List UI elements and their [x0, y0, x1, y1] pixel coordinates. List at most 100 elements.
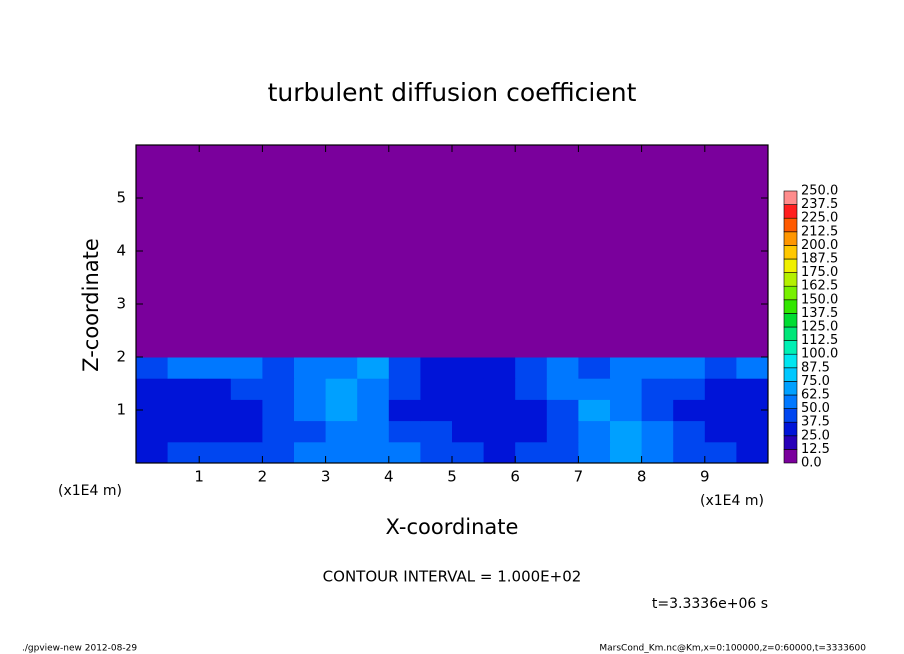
heatmap-cell: [578, 378, 611, 400]
heatmap-cell: [388, 420, 421, 443]
x-tick-label: 1: [194, 468, 204, 486]
heatmap-cell: [420, 357, 453, 379]
x-tick-label: 3: [321, 468, 331, 486]
colorbar-label: 175.0: [801, 265, 838, 280]
colorbar-label: 237.5: [801, 197, 838, 212]
heatmap-cell: [546, 378, 579, 400]
y-unit-label: (x1E4 m): [58, 483, 122, 499]
x-tick-label: 9: [700, 468, 710, 486]
colorbar-label: 75.0: [801, 374, 830, 389]
x-tick-label: 5: [447, 468, 457, 486]
colorbar-box: [783, 245, 798, 260]
heatmap-cell: [262, 357, 295, 379]
x-tick-label: 4: [384, 468, 394, 486]
heatmap-cell: [357, 399, 390, 422]
x-tick-label: 2: [258, 468, 268, 486]
heatmap-cell: [546, 357, 579, 379]
heatmap-cell: [230, 420, 263, 443]
y-tick-label: 4: [116, 242, 126, 260]
x-axis-label: X-coordinate: [386, 515, 519, 539]
heatmap-cell: [167, 441, 200, 464]
colorbar-box: [783, 272, 798, 287]
heatmap-cell: [610, 420, 643, 443]
heatmap-cell: [736, 420, 769, 443]
heatmap-cell: [641, 420, 674, 443]
footer-left: ./gpview-new 2012-08-29: [22, 644, 137, 654]
heatmap-cell: [357, 357, 390, 379]
heatmap-cell: [546, 420, 579, 443]
heatmap-cell: [357, 378, 390, 400]
heatmap-cell: [673, 420, 706, 443]
heatmap-cell: [294, 357, 327, 379]
heatmap-cell: [578, 420, 611, 443]
heatmap-cell: [515, 357, 548, 379]
heatmap-cell: [704, 399, 737, 422]
heatmap-cell: [546, 441, 579, 464]
heatmap-cell: [325, 378, 358, 400]
heatmap-cell: [483, 441, 516, 464]
heatmap-cell: [452, 357, 485, 379]
heatmap-cell: [641, 378, 674, 400]
heatmap-cell: [357, 145, 390, 358]
colorbar-label: 200.0: [801, 238, 838, 253]
heatmap-cell: [515, 441, 548, 464]
colorbar-label: 137.5: [801, 306, 838, 321]
heatmap-cell: [673, 145, 706, 358]
heatmap-cell: [167, 145, 200, 358]
heatmap-cell: [610, 399, 643, 422]
heatmap-cell: [578, 399, 611, 422]
heatmap-cell: [199, 399, 232, 422]
colorbar-label: 162.5: [801, 279, 838, 294]
colorbar-box: [783, 204, 798, 219]
colorbar-box: [783, 258, 798, 273]
colorbar-box: [783, 421, 798, 437]
colorbar-box: [783, 449, 798, 464]
colorbar-label: 25.0: [801, 428, 830, 443]
colorbar-label: 212.5: [801, 224, 838, 239]
heatmap-cell: [452, 441, 485, 464]
heatmap-cell: [420, 441, 453, 464]
heatmap-cell: [136, 420, 169, 443]
heatmap-cell: [704, 378, 737, 400]
heatmap-cell: [388, 441, 421, 464]
heatmap-cell: [357, 441, 390, 464]
colorbar-label: 250.0: [801, 184, 838, 199]
heatmap-cell: [294, 378, 327, 400]
time-label: t=3.3336e+06 s: [652, 596, 768, 612]
heatmap-cell: [230, 357, 263, 379]
heatmap-cell: [673, 357, 706, 379]
heatmap-cell: [610, 441, 643, 464]
colorbar-label: 50.0: [801, 401, 830, 416]
heatmap-cell: [641, 145, 674, 358]
heatmap-cell: [136, 378, 169, 400]
heatmap-cell: [515, 399, 548, 422]
heatmap-cell: [515, 378, 548, 400]
colorbar-label: 125.0: [801, 320, 838, 335]
heatmap-cell: [673, 441, 706, 464]
heatmap-cell: [420, 420, 453, 443]
colorbar-box: [783, 381, 798, 396]
colorbar-label: 112.5: [801, 333, 838, 348]
heatmap-cell: [230, 145, 263, 358]
heatmap-cell: [388, 399, 421, 422]
colorbar-box: [783, 313, 798, 328]
heatmap-cell: [483, 357, 516, 379]
heatmap-cell: [610, 357, 643, 379]
heatmap-cell: [515, 420, 548, 443]
heatmap-cell: [641, 441, 674, 464]
colorbar-box: [783, 190, 798, 205]
heatmap-cell: [325, 441, 358, 464]
colorbar-box: [783, 394, 798, 409]
heatmap-cell: [736, 357, 769, 379]
heatmap-cell: [199, 378, 232, 400]
heatmap-cell: [230, 399, 263, 422]
heatmap-cell: [294, 399, 327, 422]
heatmap-cell: [262, 145, 295, 358]
colorbar-label: 150.0: [801, 292, 838, 307]
y-tick-label: 5: [116, 189, 126, 207]
heatmap-cell: [136, 399, 169, 422]
heatmap-cell: [704, 441, 737, 464]
heatmap-cell: [294, 145, 327, 358]
colorbar-box: [783, 285, 798, 301]
